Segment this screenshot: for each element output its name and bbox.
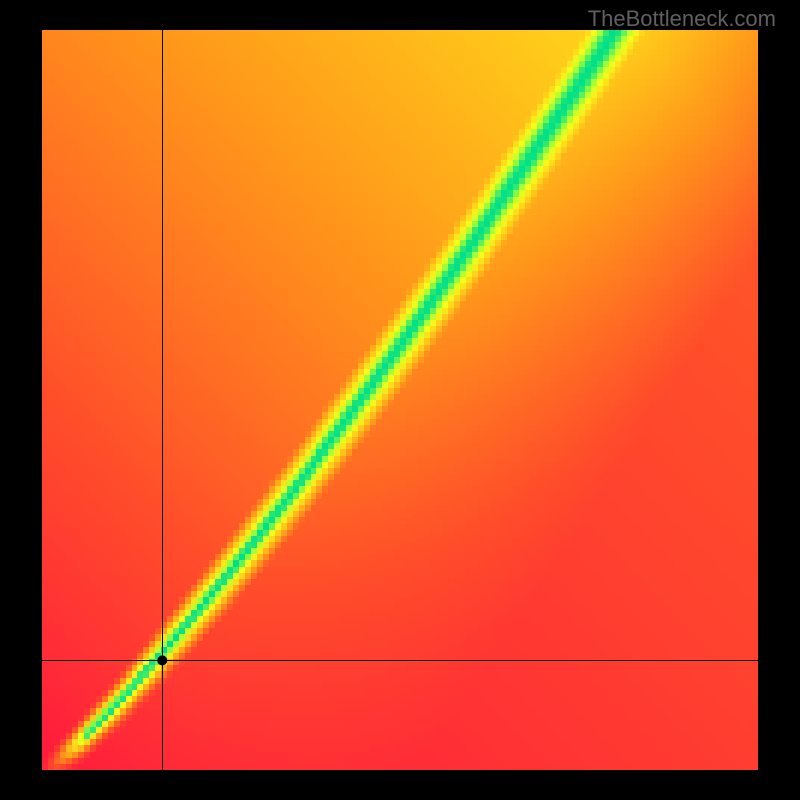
- watermark-text: TheBottleneck.com: [588, 6, 776, 32]
- chart-container: TheBottleneck.com: [0, 0, 800, 800]
- bottleneck-heatmap: [42, 30, 758, 770]
